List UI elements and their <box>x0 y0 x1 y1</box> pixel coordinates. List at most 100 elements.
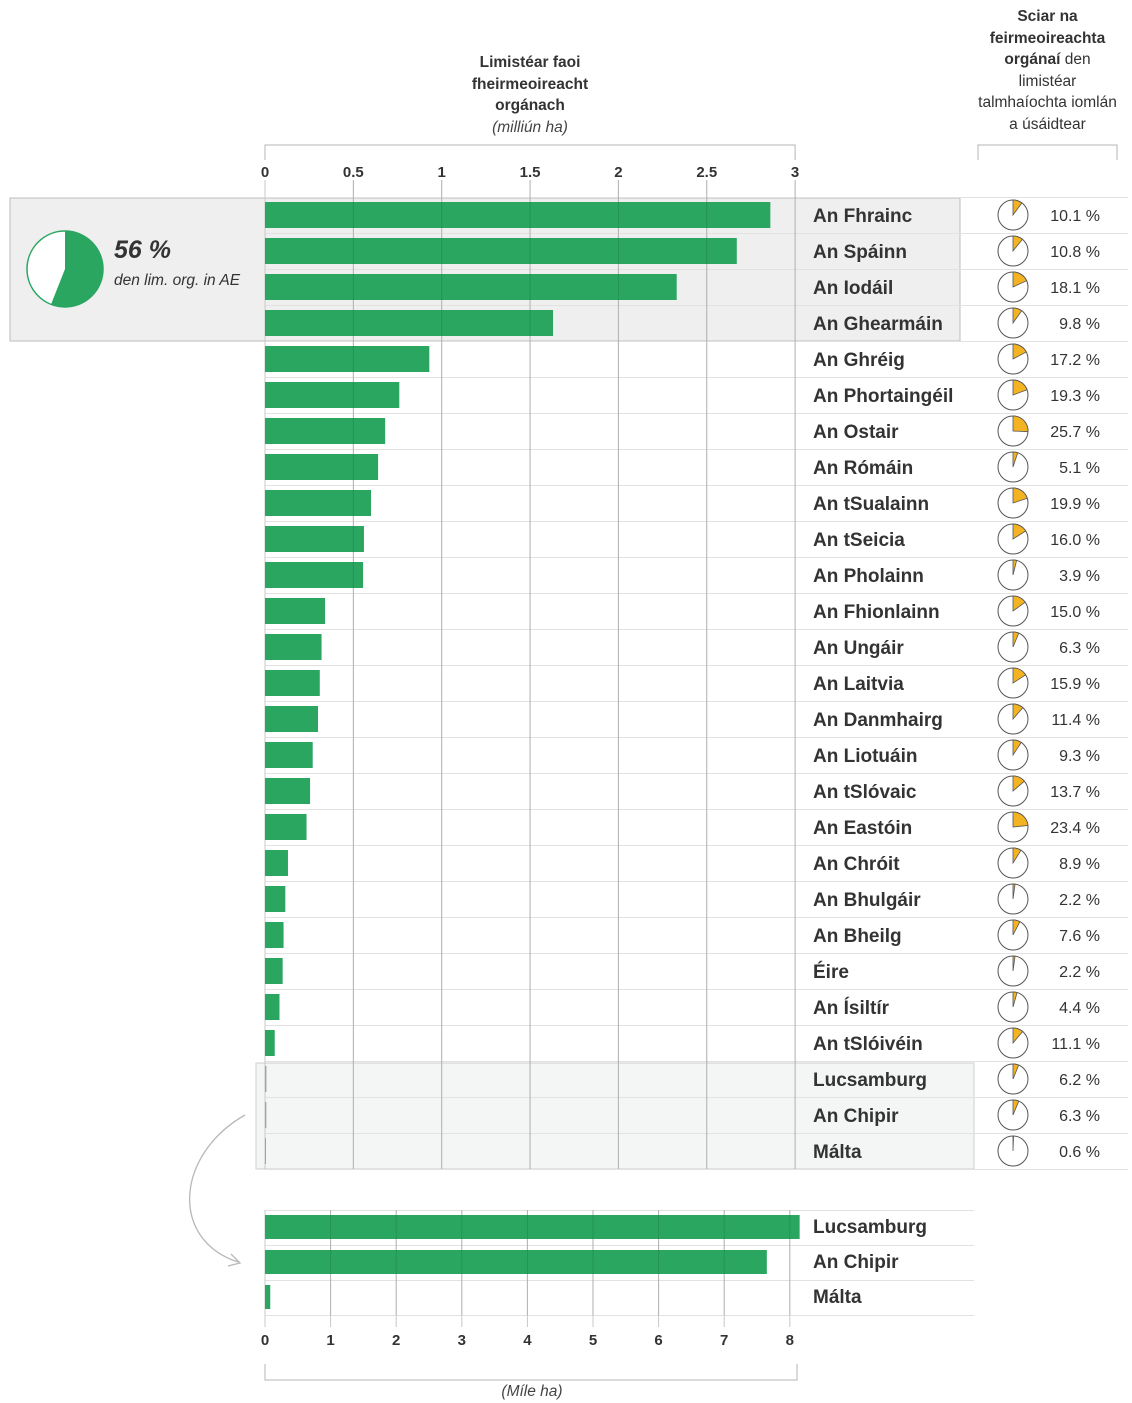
country-label: Lucsamburg <box>813 1070 927 1091</box>
country-label: An Danmhairg <box>813 710 943 731</box>
bar <box>265 382 400 408</box>
area-title-line3: orgánach <box>495 97 565 114</box>
area-unit: (milliún ha) <box>492 118 568 136</box>
country-label: An Fhrainc <box>813 206 913 227</box>
summary-label: den lim. org. in AE <box>114 272 241 289</box>
pie-slice <box>1012 451 1019 468</box>
country-label: An Iodáil <box>813 278 893 299</box>
country-label: An Chipir <box>813 1106 899 1127</box>
x-tick-label: 2 <box>614 164 622 181</box>
share-value-label: 19.9 % <box>1050 496 1100 513</box>
country-label: An Chróit <box>813 854 900 875</box>
pie-slice <box>1012 919 1021 936</box>
pie-slice <box>1012 235 1023 253</box>
country-label: An Ghearmáin <box>813 314 943 335</box>
share-value-label: 3.9 % <box>1059 568 1100 585</box>
share-value-label: 23.4 % <box>1050 820 1100 837</box>
pie-slice <box>1012 811 1029 828</box>
bottom-bar <box>265 1285 271 1309</box>
country-label: An Ísiltír <box>813 997 890 1019</box>
share-value-label: 25.7 % <box>1050 424 1100 441</box>
bar <box>265 1138 266 1164</box>
bottom-tick-label: 4 <box>523 1332 532 1349</box>
bar <box>265 886 286 912</box>
bottom-bracket <box>264 1364 798 1381</box>
share-value-label: 11.4 % <box>1051 712 1100 729</box>
share-value-label: 6.2 % <box>1059 1072 1100 1089</box>
share-value-label: 7.6 % <box>1059 928 1100 945</box>
country-label: An Fhionlainn <box>813 602 940 623</box>
bar <box>265 310 554 336</box>
share-header-bracket <box>977 144 1118 160</box>
pie-slice <box>1012 379 1028 396</box>
pie-slice <box>1012 343 1027 360</box>
bar <box>265 1066 267 1092</box>
bottom-bar <box>265 1215 800 1239</box>
share-value-label: 16.0 % <box>1050 532 1100 549</box>
bar <box>265 418 386 444</box>
pie-slice <box>1012 1027 1024 1045</box>
country-label: An Bheilg <box>813 926 902 947</box>
pie-slice <box>1012 523 1027 540</box>
bar <box>265 454 379 480</box>
x-tick-label: 0 <box>261 164 269 181</box>
share-value-label: 15.9 % <box>1050 676 1100 693</box>
pie-slice <box>1012 883 1016 900</box>
bottom-tick-label: 2 <box>392 1332 400 1349</box>
summary-pie-slice <box>51 231 104 308</box>
country-label: An Phortaingéil <box>813 386 953 407</box>
share-value-label: 5.1 % <box>1059 460 1100 477</box>
share-value-label: 13.7 % <box>1050 784 1100 801</box>
bottom-axis-unit: (Míle ha) <box>501 1383 563 1400</box>
bar <box>265 202 771 228</box>
share-title-line3-rest: den <box>1060 51 1091 68</box>
share-title-line6: a úsáidtear <box>1009 115 1086 133</box>
bar <box>265 346 430 372</box>
share-value-label: 9.8 % <box>1059 316 1100 333</box>
area-title-line2: fheirmeoireacht <box>471 75 589 93</box>
country-label: An Ghréig <box>813 350 905 371</box>
country-label: Éire <box>813 961 849 983</box>
share-title-line5: talmhaíochta iomlán <box>978 94 1117 111</box>
bar <box>265 634 322 660</box>
pie-slice <box>1012 595 1026 612</box>
pie-slice <box>1012 271 1028 288</box>
bar <box>265 670 320 696</box>
country-label: An tSlóvaic <box>813 782 917 803</box>
pie-slice <box>1012 847 1022 865</box>
share-title-line4: limistéar <box>1018 72 1077 90</box>
bar <box>265 994 280 1020</box>
area-header-bracket <box>264 144 796 160</box>
country-label: An Ostair <box>813 422 899 443</box>
bar <box>265 526 364 552</box>
pie-slice <box>1012 955 1016 972</box>
pie-slice <box>1012 199 1023 217</box>
bar <box>265 598 326 624</box>
country-label: An Eastóin <box>813 818 912 839</box>
pie-slice <box>1012 739 1022 757</box>
pie-slice <box>1012 631 1020 648</box>
share-title-line3-bold: orgánaí <box>1004 51 1061 68</box>
pie-slice <box>1012 775 1025 792</box>
bar <box>265 706 319 732</box>
x-tick-label: 2.5 <box>696 164 717 181</box>
bottom-tick-label: 3 <box>458 1332 466 1349</box>
bar <box>265 814 307 840</box>
bottom-tick-label: 1 <box>326 1332 334 1349</box>
bottom-country-label: Lucsamburg <box>813 1217 927 1238</box>
share-column-title: Sciar na feirmeoireachta orgánaí den lim… <box>960 6 1132 135</box>
pie-slice <box>1012 307 1023 325</box>
x-tick-label: 3 <box>791 164 799 181</box>
pie-slice <box>1012 559 1018 576</box>
share-value-label: 0.6 % <box>1059 1144 1100 1161</box>
country-label: An tSeicia <box>813 530 905 551</box>
bottom-country-label: Málta <box>813 1287 862 1308</box>
share-value-label: 10.1 % <box>1050 208 1100 225</box>
bar <box>265 958 283 984</box>
bottom-country-label: An Chipir <box>813 1252 899 1273</box>
pie-slice <box>1012 667 1027 684</box>
country-label: An tSlóivéin <box>813 1034 923 1055</box>
area-title-line1: Limistéar faoi <box>479 54 581 71</box>
country-label: An Liotuáin <box>813 746 917 767</box>
country-label: An tSualainn <box>813 494 929 515</box>
